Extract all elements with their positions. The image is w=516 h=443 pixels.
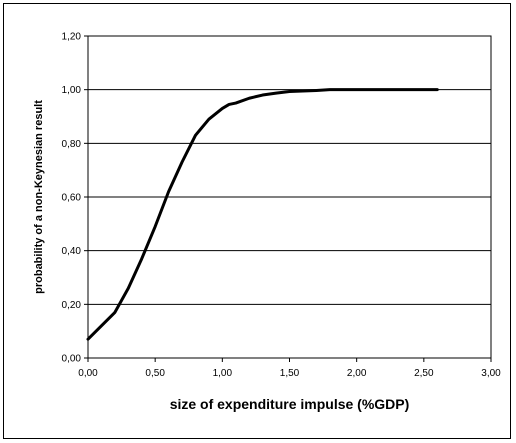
x-tick-label-0: 0,00 xyxy=(78,368,98,379)
y-tick-label-1: 0,20 xyxy=(62,300,82,311)
data-point-20 xyxy=(342,89,344,91)
series-line xyxy=(86,88,439,341)
data-point-18 xyxy=(315,89,317,92)
line-chart: 0,00 0,50 1,00 1,50 2,00 2,50 3,00 0,00 0,20 0,4… xyxy=(33,32,501,413)
x-tick-label-1: 0,50 xyxy=(145,368,165,379)
gridlines xyxy=(88,89,491,305)
data-point-5 xyxy=(154,225,156,228)
data-point-3 xyxy=(127,287,129,289)
y-tick-label-3: 0,60 xyxy=(62,193,82,204)
data-point-16 xyxy=(288,90,291,93)
y-tick-label-4: 0,80 xyxy=(62,139,82,150)
data-point-7 xyxy=(181,161,183,163)
data-point-0 xyxy=(87,338,89,340)
data-point-9 xyxy=(208,118,210,120)
data-point-12 xyxy=(235,102,237,104)
data-point-10 xyxy=(221,107,223,110)
data-point-14 xyxy=(262,94,264,96)
data-point-1 xyxy=(100,325,103,327)
data-point-11 xyxy=(228,103,230,106)
data-point-4 xyxy=(141,258,143,260)
data-point-2 xyxy=(114,311,116,313)
y-axis-ticks: 0,00 0,20 0,40 0,60 0,80 1,00 1,20 xyxy=(62,32,88,365)
y-axis-title: probability of a non-Keynesian result xyxy=(33,100,45,294)
data-point-19 xyxy=(329,89,331,91)
y-tick-label-5: 1,00 xyxy=(62,85,82,96)
data-point-6 xyxy=(168,191,170,193)
data-point-17 xyxy=(302,90,304,92)
x-tick-label-5: 2,50 xyxy=(414,368,434,379)
x-axis-ticks: 0,00 0,50 1,00 1,50 2,00 2,50 3,00 xyxy=(78,358,501,379)
data-point-13 xyxy=(248,97,250,99)
y-tick-label-0: 0,00 xyxy=(62,354,82,365)
y-tick-label-6: 1,20 xyxy=(62,32,82,43)
x-tick-label-6: 3,00 xyxy=(481,368,501,379)
data-point-22 xyxy=(382,89,385,91)
data-point-8 xyxy=(194,134,197,136)
data-point-15 xyxy=(275,92,277,94)
x-axis-title: size of expenditure impulse (%GDP) xyxy=(170,396,410,412)
chart-frame: 0,00 0,50 1,00 1,50 2,00 2,50 3,00 0,00 0,20 0,4… xyxy=(3,3,511,439)
data-point-24 xyxy=(436,89,438,91)
x-tick-label-2: 1,00 xyxy=(213,368,233,379)
y-tick-label-2: 0,40 xyxy=(62,246,82,257)
x-tick-label-3: 1,50 xyxy=(280,368,300,379)
data-point-23 xyxy=(409,89,411,91)
x-tick-label-4: 2,00 xyxy=(347,368,367,379)
data-point-21 xyxy=(356,89,358,91)
data-points xyxy=(87,89,438,340)
